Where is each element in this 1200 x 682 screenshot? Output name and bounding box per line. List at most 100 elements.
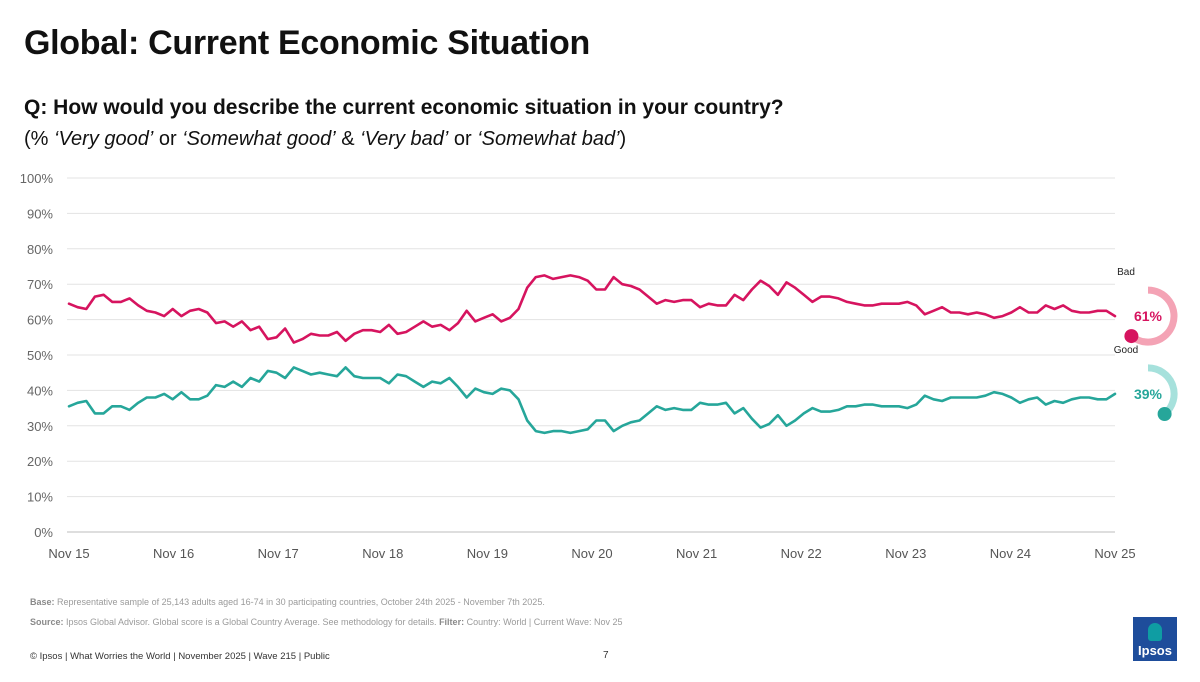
point-good (725, 401, 727, 404)
point-good (906, 407, 909, 409)
point-bad (785, 281, 788, 284)
point-good (993, 391, 995, 394)
point-good (301, 370, 304, 372)
point-bad (958, 311, 961, 314)
point-bad (863, 304, 866, 307)
point-bad (266, 338, 269, 340)
point-bad (569, 274, 572, 277)
question-subtitle: (% ‘Very good’ or ‘Somewhat good’ & ‘Ver… (24, 128, 626, 151)
gauge-arc-bad (1129, 286, 1178, 346)
subtitle-somewhat-bad: ‘Somewhat bad’ (477, 128, 620, 150)
point-good (552, 430, 554, 432)
point-good (215, 384, 217, 386)
point-bad (1114, 315, 1116, 317)
x-tick-label: Nov 22 (781, 546, 822, 561)
y-tick-label: 40% (27, 383, 53, 398)
point-bad (120, 301, 122, 303)
point-bad (465, 309, 468, 312)
point-bad (638, 288, 641, 291)
point-bad (301, 338, 304, 340)
x-tick-label: Nov 23 (885, 546, 926, 561)
point-good (94, 412, 96, 415)
x-tick-label: Nov 16 (153, 546, 194, 561)
point-good (716, 403, 719, 406)
point-bad (474, 320, 477, 323)
subtitle-close: ) (619, 128, 627, 150)
y-tick-label: 0% (34, 525, 53, 540)
point-bad (560, 276, 563, 278)
page-title: Global: Current Economic Situation (24, 24, 590, 62)
point-bad (1019, 306, 1021, 309)
point-bad (673, 301, 675, 303)
point-bad (880, 302, 883, 305)
point-bad (578, 276, 580, 278)
point-good (681, 409, 684, 411)
value-label-good: 39% (1134, 386, 1163, 402)
point-good (266, 370, 269, 372)
point-bad (993, 316, 995, 319)
point-bad (517, 308, 520, 310)
point-bad (491, 313, 494, 316)
point-good (1036, 396, 1039, 399)
point-good (76, 401, 79, 404)
point-good (232, 380, 235, 383)
base-text: Representative sample of 25,143 adults a… (54, 597, 545, 607)
point-bad (681, 299, 684, 301)
subtitle-open: (% (24, 128, 54, 150)
point-bad (1062, 304, 1064, 307)
page-number: 7 (603, 650, 609, 661)
series-name-bad: Bad (1117, 267, 1135, 278)
point-good (1044, 403, 1047, 406)
point-bad (379, 331, 382, 333)
point-bad (820, 295, 822, 298)
point-bad (310, 332, 312, 335)
point-good (664, 409, 667, 411)
point-good (759, 426, 762, 429)
point-good (491, 393, 494, 395)
series-good: 39% Good (67, 345, 1178, 435)
x-tick-label: Nov 15 (48, 546, 89, 561)
filter-text: Country: World | Current Wave: Nov 25 (464, 617, 623, 627)
point-bad (509, 316, 511, 319)
source-label: Source: (30, 617, 64, 627)
point-good (68, 405, 70, 408)
point-good (673, 407, 675, 409)
point-bad (94, 295, 96, 298)
point-bad (707, 302, 710, 305)
point-bad (898, 302, 900, 305)
line-bad (67, 274, 1117, 344)
point-bad (967, 313, 969, 316)
point-bad (163, 315, 166, 317)
point-good (967, 396, 969, 399)
point-bad (716, 304, 719, 307)
subtitle-very-bad: ‘Very bad’ (360, 128, 449, 150)
subtitle-or-1: or (153, 128, 183, 150)
point-good (923, 394, 926, 397)
point-good (1114, 393, 1116, 395)
point-good (344, 366, 347, 369)
point-bad (768, 285, 771, 287)
point-good (733, 412, 736, 415)
y-tick-label: 80% (27, 242, 53, 257)
point-bad (552, 278, 554, 280)
point-good (785, 424, 788, 427)
point-good (586, 428, 589, 431)
point-bad (932, 309, 935, 312)
point-good (751, 417, 753, 420)
filter-label: Filter: (439, 617, 465, 627)
point-bad (362, 329, 364, 332)
point-bad (604, 288, 606, 291)
point-bad (258, 325, 261, 328)
point-good (310, 373, 312, 376)
point-bad (439, 324, 442, 326)
point-bad (872, 304, 874, 307)
point-good (647, 412, 650, 415)
subtitle-somewhat-good: ‘Somewhat good’ (182, 128, 336, 150)
point-bad (344, 339, 347, 342)
point-good (811, 407, 814, 409)
point-good (863, 403, 866, 406)
point-bad (759, 279, 762, 282)
point-good (880, 405, 883, 408)
source-text: Ipsos Global Advisor. Global score is a … (63, 617, 440, 627)
point-bad (690, 299, 693, 301)
